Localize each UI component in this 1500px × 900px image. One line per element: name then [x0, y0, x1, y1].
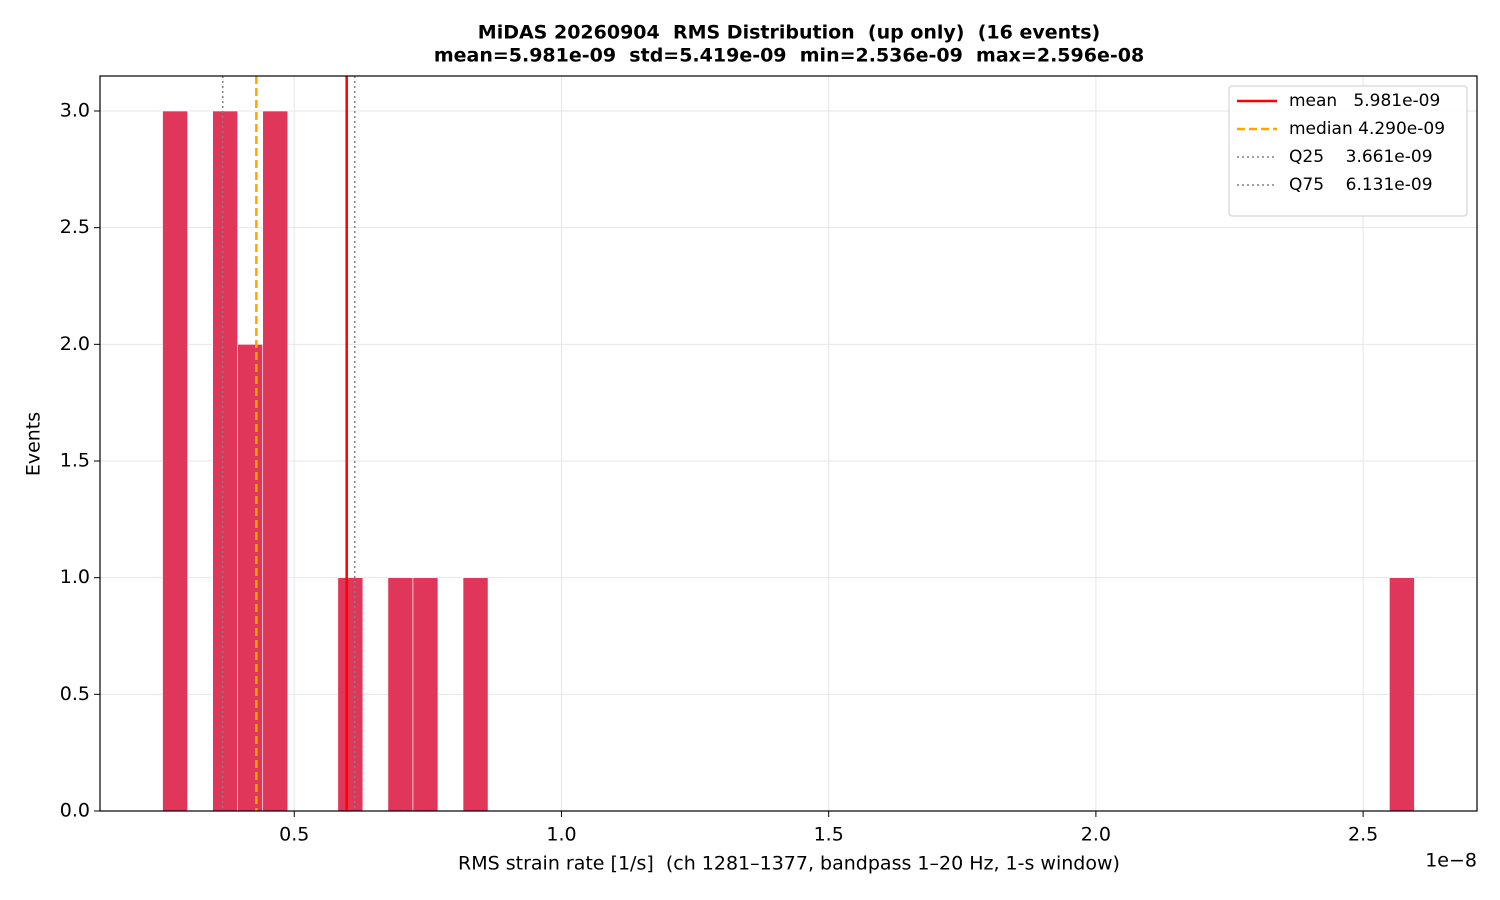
x-axis-label: RMS strain rate [1/s] (ch 1281–1377, ban… [458, 853, 1120, 875]
legend-label: Q25 3.661e-09 [1289, 147, 1433, 167]
bar [237, 344, 264, 812]
chart-title: MiDAS 20260904 RMS Distribution (up only… [478, 22, 1100, 44]
y-axis-label: Events [23, 412, 45, 476]
x-tick-label: 2.5 [1348, 824, 1378, 846]
legend-label: Q75 6.131e-09 [1289, 175, 1433, 195]
bar [412, 577, 439, 812]
x-tick-label: 1.0 [546, 824, 576, 846]
x-offset-label: 1e−8 [1425, 850, 1477, 872]
y-tick-label: 3.0 [60, 100, 90, 122]
x-tick-label: 1.5 [814, 824, 844, 846]
bar [262, 110, 289, 812]
bar [387, 577, 414, 812]
chart-subtitle: mean=5.981e-09 std=5.419e-09 min=2.536e-… [434, 45, 1144, 67]
bar [462, 577, 489, 812]
legend-label: median 4.290e-09 [1289, 119, 1445, 139]
y-tick-label: 1.0 [60, 566, 90, 588]
y-tick-label: 2.0 [60, 333, 90, 355]
bar [162, 110, 188, 812]
x-tick-label: 0.5 [279, 824, 309, 846]
bar [212, 110, 238, 812]
bar [1389, 577, 1415, 812]
y-tick-label: 2.5 [60, 216, 90, 238]
y-tick-label: 1.5 [60, 450, 90, 472]
bar [337, 577, 364, 812]
legend-label: mean 5.981e-09 [1289, 91, 1440, 111]
x-tick-label: 2.0 [1081, 824, 1111, 846]
y-tick-label: 0.0 [60, 800, 90, 822]
legend-box [1228, 85, 1468, 217]
plot-frame [99, 75, 1478, 812]
y-tick-label: 0.5 [60, 683, 90, 705]
